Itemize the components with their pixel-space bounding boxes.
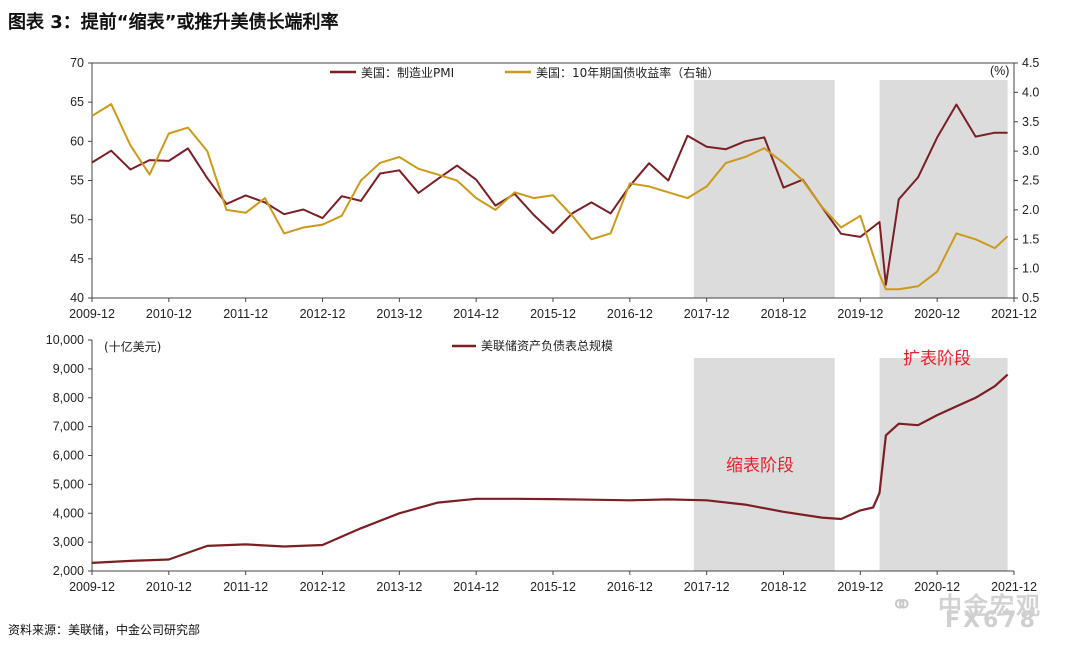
right-ytick-label: 2.0 bbox=[1022, 203, 1039, 217]
left-ytick-label: 45 bbox=[70, 252, 84, 266]
watermark-line2: FX678 bbox=[945, 608, 1038, 633]
bottom-xtick-label: 2016-12 bbox=[607, 580, 653, 594]
right-ytick-label: 4.0 bbox=[1022, 85, 1039, 99]
bottom-ytick-label: 10,000 bbox=[46, 333, 84, 347]
top-xtick-label: 2021-12 bbox=[991, 307, 1037, 321]
bottom-xtick-label: 2014-12 bbox=[453, 580, 499, 594]
top-legend-label-0: 美国：制造业PMI bbox=[361, 66, 454, 80]
bottom-xtick-label: 2017-12 bbox=[684, 580, 730, 594]
left-ytick-label: 40 bbox=[70, 291, 84, 305]
top-xtick-label: 2016-12 bbox=[607, 307, 653, 321]
bottom-xtick-label: 2021-12 bbox=[991, 580, 1037, 594]
top-xtick-label: 2009-12 bbox=[69, 307, 115, 321]
watermark: ⚭ 中金宏观 FX678 bbox=[890, 586, 1070, 636]
wechat-icon: ⚭ bbox=[890, 588, 914, 621]
bottom-ytick-label: 5,000 bbox=[53, 477, 84, 491]
shaded-periods bbox=[693, 80, 1008, 571]
right-axis-unit: (%) bbox=[990, 64, 1009, 78]
shade-bottom-1 bbox=[879, 358, 1008, 571]
bottom-ytick-label: 2,000 bbox=[53, 564, 84, 578]
labels: (%) 美国：制造业PMI 美国：10年期国债收益率（右轴） (十亿美元) 美联储资产负… bbox=[104, 64, 1009, 476]
top-xtick-label: 2013-12 bbox=[376, 307, 422, 321]
bottom-legend-label: 美联储资产负债表总规模 bbox=[481, 338, 613, 353]
bottom-xtick-label: 2019-12 bbox=[837, 580, 883, 594]
bottom-series-line bbox=[91, 373, 1009, 564]
top-series-line-1 bbox=[91, 103, 1009, 291]
bottom-ytick-label: 4,000 bbox=[53, 506, 84, 520]
top-xtick-label: 2019-12 bbox=[837, 307, 883, 321]
left-ytick-label: 50 bbox=[70, 213, 84, 227]
top-xtick-label: 2010-12 bbox=[146, 307, 192, 321]
shade-top-1 bbox=[879, 80, 1008, 298]
top-xtick-label: 2015-12 bbox=[530, 307, 576, 321]
bottom-ytick-label: 7,000 bbox=[53, 420, 84, 434]
bottom-xtick-label: 2012-12 bbox=[300, 580, 346, 594]
shade-top-0 bbox=[693, 80, 835, 298]
top-xtick-label: 2012-12 bbox=[300, 307, 346, 321]
bottom-xtick-label: 2013-12 bbox=[376, 580, 422, 594]
top-xtick-label: 2020-12 bbox=[914, 307, 960, 321]
top-legend-label-1: 美国：10年期国债收益率（右轴） bbox=[536, 65, 719, 80]
axes: 40 45 50 55 60 65 70 0.5 1.0 1.5 2.0 2.5 3.0 3.5 4.0 4.… bbox=[46, 56, 1040, 594]
right-ytick-label: 1.5 bbox=[1022, 232, 1039, 246]
top-xtick-label: 2014-12 bbox=[453, 307, 499, 321]
bottom-xtick-label: 2011-12 bbox=[223, 580, 268, 594]
right-ytick-label: 0.5 bbox=[1022, 291, 1039, 305]
bottom-xtick-label: 2009-12 bbox=[69, 580, 115, 594]
right-ytick-label: 2.5 bbox=[1022, 174, 1039, 188]
right-ytick-label: 3.0 bbox=[1022, 144, 1039, 158]
left-ytick-label: 70 bbox=[70, 56, 84, 70]
bottom-ytick-label: 8,000 bbox=[53, 391, 84, 405]
left-ytick-label: 65 bbox=[70, 95, 84, 109]
right-ytick-label: 4.5 bbox=[1022, 56, 1039, 70]
top-series-line-0 bbox=[91, 103, 1008, 286]
annotation-shrink: 缩表阶段 bbox=[726, 456, 794, 476]
top-xtick-label: 2011-12 bbox=[223, 307, 268, 321]
bottom-xtick-label: 2015-12 bbox=[530, 580, 576, 594]
bottom-ytick-label: 6,000 bbox=[53, 449, 84, 463]
series bbox=[91, 103, 1009, 564]
bottom-axis-unit: (十亿美元) bbox=[104, 339, 161, 354]
source-note: 资料来源：美联储，中金公司研究部 bbox=[8, 623, 201, 637]
right-ytick-label: 1.0 bbox=[1022, 262, 1039, 276]
shade-bottom-0 bbox=[693, 358, 835, 571]
bottom-ytick-label: 3,000 bbox=[53, 535, 84, 549]
bottom-xtick-label: 2020-12 bbox=[914, 580, 960, 594]
bottom-xtick-label: 2010-12 bbox=[146, 580, 192, 594]
annotation-expand: 扩表阶段 bbox=[903, 349, 971, 369]
chart-title: 图表 3：提前“缩表”或推升美债长端利率 bbox=[8, 12, 339, 33]
bottom-ytick-label: 9,000 bbox=[53, 362, 84, 376]
watermark-line1: 中金宏观 bbox=[938, 592, 1042, 620]
right-ytick-label: 3.5 bbox=[1022, 115, 1039, 129]
bottom-xtick-label: 2018-12 bbox=[761, 580, 807, 594]
top-xtick-label: 2017-12 bbox=[684, 307, 730, 321]
top-xtick-label: 2018-12 bbox=[761, 307, 807, 321]
left-ytick-label: 60 bbox=[70, 134, 84, 148]
left-ytick-label: 55 bbox=[70, 174, 84, 188]
